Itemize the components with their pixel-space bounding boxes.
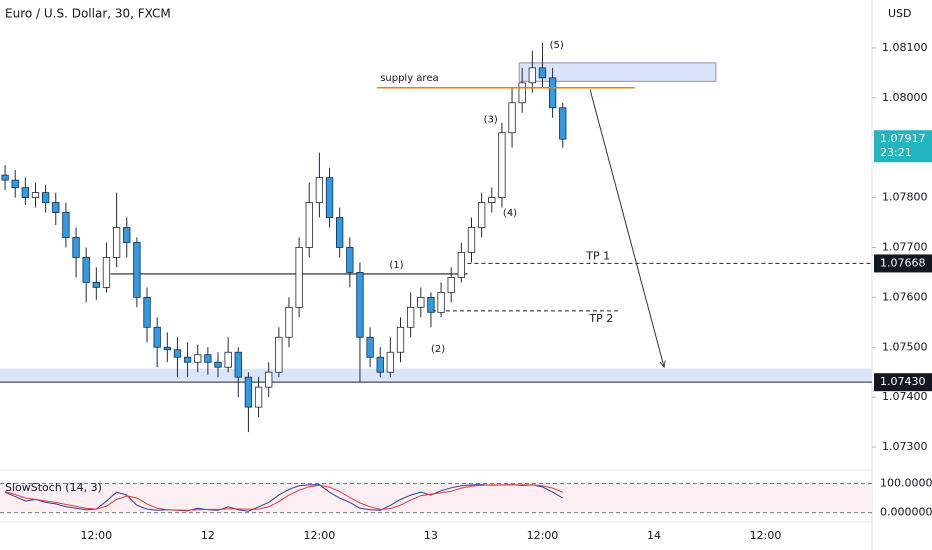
last-price-label: 1.07917 [880, 132, 926, 145]
y-tick-label: 1.07700 [882, 240, 928, 253]
y-tick-label: 1.07800 [882, 191, 928, 204]
candle-body [396, 326, 405, 353]
candle-body [21, 187, 29, 198]
candle-body [518, 82, 526, 104]
x-tick-label: 12:00 [750, 529, 782, 542]
indicator-title: SlowStoch (14, 3) [5, 481, 102, 494]
candle-body [325, 177, 334, 218]
projection-arrow [589, 89, 664, 367]
candle-body [31, 192, 40, 198]
target-label: TP 1 [585, 249, 610, 262]
support-zone [0, 368, 872, 383]
candle-body [204, 354, 212, 363]
candle-body [72, 237, 80, 258]
title-bg [0, 5, 148, 23]
candle-body [62, 212, 70, 238]
candle-body [52, 202, 60, 213]
candle-body [41, 192, 50, 203]
candle-body [498, 132, 506, 198]
candle-body [366, 336, 374, 358]
price-label-box [874, 254, 932, 273]
candle-body [224, 351, 232, 368]
wave-label: (4) [503, 208, 517, 219]
candle-body [427, 296, 435, 313]
supply-label: supply area [380, 73, 438, 84]
candle-body [488, 197, 496, 203]
candle-body [447, 277, 455, 293]
stoch-band [0, 483, 872, 513]
y-tick-label: 1.08100 [882, 41, 928, 54]
wave-label: (2) [431, 344, 445, 355]
y-tick-label: 1.07400 [882, 390, 928, 403]
candle-body [194, 354, 202, 363]
candle-body [112, 227, 121, 258]
candle-body [163, 346, 171, 351]
x-tick-label: 13 [424, 529, 438, 542]
target-label: TP 2 [588, 312, 613, 325]
price-label-box [874, 373, 932, 392]
candle-body [143, 296, 151, 328]
chart-title: Euro / U.S. Dollar, 30, FXCM [5, 7, 171, 21]
x-tick-label: 12 [201, 529, 215, 542]
y-tick-label: 1.07500 [882, 340, 928, 353]
candle-body [305, 202, 313, 248]
candle-body [467, 227, 476, 253]
y-tick-label: 1.07300 [882, 440, 928, 453]
candle-body [346, 247, 354, 273]
candle-body [11, 179, 19, 188]
y-tick-label: 100.000000 [880, 476, 932, 489]
candle-body [102, 257, 111, 288]
last-price-box [874, 130, 932, 163]
candle-body [407, 306, 415, 328]
candle-body [285, 306, 293, 338]
candle-body [183, 356, 192, 363]
candle-body [548, 77, 557, 109]
candle-body [214, 361, 222, 368]
candle-body [528, 67, 536, 84]
currency-label: USD [888, 7, 912, 20]
stoch-line [4, 484, 563, 512]
candle-body [376, 356, 384, 373]
candle-body [559, 107, 567, 140]
candle-body [92, 281, 100, 288]
x-tick-label: 12:00 [527, 529, 559, 542]
candle-body [173, 349, 182, 358]
candle-body [254, 386, 263, 408]
candle-body [477, 202, 486, 228]
candle-body [153, 326, 161, 348]
candle-body [234, 351, 242, 378]
candle-body [457, 252, 465, 278]
countdown-label: 23:21 [880, 146, 912, 159]
supply-zone [518, 62, 717, 82]
price-label: 1.07668 [880, 256, 926, 269]
candle-body [315, 177, 324, 203]
candle-body [123, 227, 131, 243]
price-label: 1.07430 [880, 375, 926, 388]
candle-body [538, 67, 547, 79]
candle-body [244, 376, 253, 408]
x-tick-label: 12:00 [304, 529, 336, 542]
candle-body [133, 242, 141, 298]
candle-body [265, 371, 273, 388]
wave-label: (1) [389, 260, 403, 271]
candle-body [295, 247, 303, 308]
candle-body [386, 351, 395, 373]
y-tick-label: 1.07600 [882, 290, 928, 303]
x-tick-label: 14 [647, 529, 661, 542]
wave-label: (3) [484, 115, 498, 126]
stoch-line [4, 484, 563, 511]
wave-label: (5) [550, 40, 564, 51]
x-tick-label: 12:00 [80, 529, 112, 542]
candle-body [508, 102, 516, 134]
y-tick-label: 1.08000 [882, 91, 928, 104]
candle-body [1, 174, 9, 181]
candle-body [437, 291, 445, 313]
y-tick-label: 0.000000 [880, 506, 932, 519]
candle-body [356, 272, 364, 338]
candle-body [417, 296, 425, 308]
candle-body [275, 336, 283, 373]
candle-body [336, 217, 344, 248]
candle-body [82, 257, 90, 283]
